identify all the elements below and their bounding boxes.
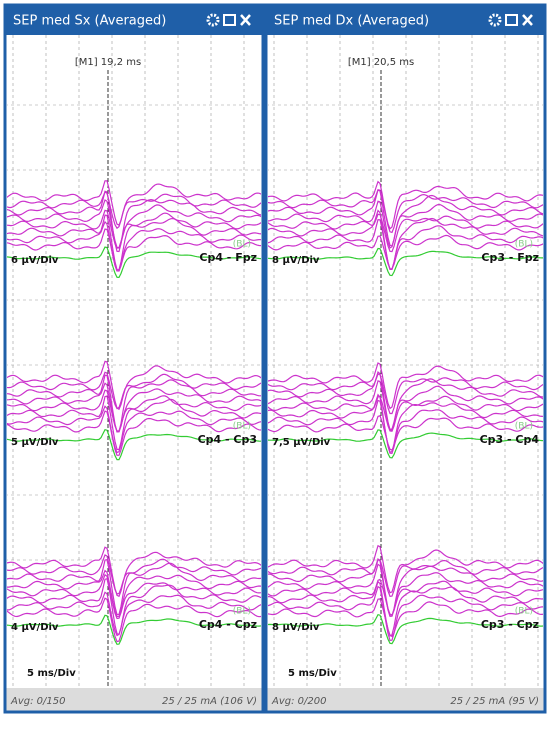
trace [268, 563, 543, 618]
footer-left: Avg: 0/150 [10, 696, 65, 707]
footer-bar [6, 688, 262, 711]
trace [7, 190, 261, 253]
scale-label: 7,5 µV/Div [272, 437, 331, 448]
trace [7, 220, 261, 272]
trace [268, 399, 543, 455]
panel: SEP med Dx (Averaged) [M1] 20,5 ms 8 µV/Di… [264, 3, 547, 714]
trace [268, 362, 543, 410]
footer-left: Avg: 0/200 [271, 696, 326, 707]
trace [7, 180, 261, 226]
trace [268, 189, 543, 234]
scale-label: 5 µV/Div [11, 437, 59, 448]
baseline-trace [7, 429, 261, 461]
close-icon[interactable] [240, 14, 251, 26]
trace [268, 200, 543, 249]
panel-frame [264, 3, 547, 714]
marker-label: [M1] 20,5 ms [348, 57, 414, 68]
scale-label: 8 µV/Div [272, 622, 320, 633]
trace [268, 559, 543, 597]
trace [7, 374, 261, 433]
plot [268, 35, 543, 688]
trace [7, 569, 261, 618]
close-icon[interactable] [522, 14, 533, 26]
trace [268, 370, 543, 431]
panel-title: SEP med Sx (Averaged) [13, 14, 166, 29]
trace [268, 585, 543, 642]
baseline-tag: (BL) [515, 240, 533, 250]
trace [7, 389, 261, 432]
scale-label: 6 µV/Div [11, 255, 59, 266]
trace [268, 578, 543, 616]
trace [268, 557, 543, 617]
trace [7, 591, 261, 637]
baseline-trace [7, 246, 261, 279]
trace [268, 218, 543, 270]
baseline-trace [268, 247, 543, 277]
trace [268, 380, 543, 431]
baseline-tag: (BL) [515, 607, 533, 617]
channel-name: Cp3 - Fpz [481, 251, 539, 264]
plot [7, 35, 261, 688]
trace [268, 234, 543, 270]
title-bar [5, 5, 263, 35]
trace [268, 395, 543, 432]
maximize-icon[interactable] [223, 14, 236, 26]
channel-name: Cp3 - Cp4 [480, 433, 540, 446]
trace [7, 573, 261, 620]
trace [268, 598, 543, 638]
channel-name: Cp3 - Cpz [481, 618, 539, 631]
channel-name: Cp4 - Cp3 [198, 433, 257, 446]
timebase: 5 ms/Div [288, 668, 337, 679]
channel-name: Cp4 - Cpz [199, 618, 257, 631]
maximize-icon[interactable] [505, 14, 518, 26]
trace [7, 554, 261, 595]
trace [268, 544, 543, 594]
footer-right: 25 / 25 mA (106 V) [162, 696, 257, 707]
footer-right: 25 / 25 mA (95 V) [450, 696, 539, 707]
baseline-tag: (BL) [233, 422, 251, 432]
trace [268, 580, 543, 637]
baseline-trace [268, 614, 543, 645]
trace [268, 415, 543, 451]
channel-name: Cp4 - Fpz [199, 251, 257, 264]
trace [268, 180, 543, 230]
trace [7, 191, 261, 230]
timebase: 5 ms/Div [27, 668, 76, 679]
trace [7, 360, 261, 411]
baseline-tag: (BL) [233, 607, 251, 617]
settings-icon[interactable] [206, 13, 220, 27]
trace [268, 373, 543, 415]
trace [7, 597, 261, 643]
settings-icon[interactable] [488, 13, 502, 27]
baseline-trace [7, 614, 261, 645]
trace [7, 405, 261, 454]
scale-label: 8 µV/Div [272, 255, 320, 266]
panel-title: SEP med Dx (Averaged) [274, 14, 429, 29]
baseline-tag: (BL) [233, 240, 251, 250]
trace [7, 199, 261, 249]
trace [7, 546, 261, 598]
footer-bar [267, 688, 544, 711]
scale-label: 4 µV/Div [11, 622, 59, 633]
trace [268, 189, 543, 247]
trace [7, 382, 261, 433]
trace [268, 393, 543, 454]
trace [7, 559, 261, 616]
trace [7, 228, 261, 272]
trace [268, 213, 543, 253]
trace [7, 410, 261, 456]
baseline-trace [268, 429, 543, 459]
trace [7, 371, 261, 410]
trace [7, 577, 261, 636]
baseline-tag: (BL) [515, 422, 533, 432]
panel: SEP med Sx (Averaged) [M1] 19,2 ms 6 µV/Di… [3, 3, 265, 714]
marker-label: [M1] 19,2 ms [75, 57, 141, 68]
trace [268, 209, 543, 270]
trace [7, 209, 261, 249]
